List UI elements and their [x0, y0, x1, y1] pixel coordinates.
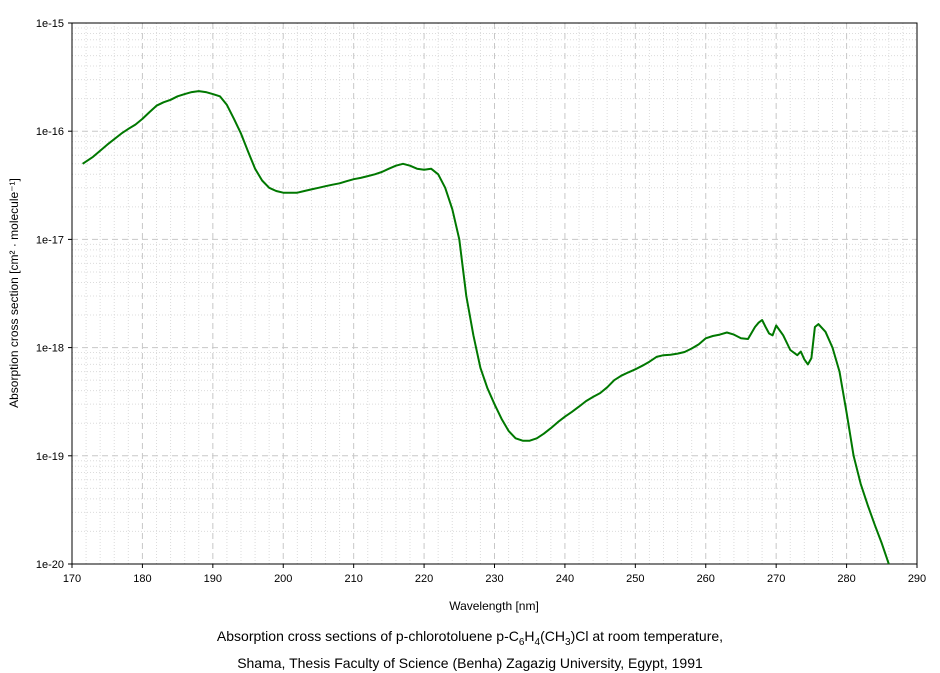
y-tick-label: 1e-20 [36, 559, 64, 571]
minor-grid [72, 23, 917, 564]
series-line [82, 90, 890, 564]
x-axis-ticks: 170 180 190 200 210 220 230 240 250 260 270 280 290 [63, 564, 926, 585]
x-tick-label: 170 [63, 573, 81, 585]
x-tick-label: 220 [415, 573, 433, 585]
chart-caption: Absorption cross sections of p-chlorotol… [0, 626, 940, 673]
x-tick-label: 270 [767, 573, 785, 585]
caption-line-2: Shama, Thesis Faculty of Science (Benha)… [237, 654, 703, 671]
x-tick-label: 260 [697, 573, 715, 585]
x-tick-label: 190 [204, 573, 222, 585]
x-tick-label: 280 [837, 573, 855, 585]
x-tick-label: 240 [556, 573, 574, 585]
x-tick-label: 200 [274, 573, 292, 585]
absorption-chart: 170 180 190 200 210 220 230 240 250 260 270 280 290 … [7, 18, 926, 613]
y-axis-title: Absorption cross section [cm² · molecule… [7, 178, 21, 408]
x-axis-title: Wavelength [nm] [449, 599, 539, 613]
y-tick-label: 1e-18 [36, 343, 64, 355]
caption-line-1: Absorption cross sections of p-chlorotol… [216, 628, 724, 648]
x-tick-label: 210 [344, 573, 362, 585]
y-tick-label: 1e-19 [36, 451, 64, 463]
x-tick-label: 180 [133, 573, 151, 585]
y-tick-label: 1e-17 [36, 234, 64, 246]
major-grid [72, 23, 917, 564]
y-tick-label: 1e-16 [36, 126, 64, 138]
x-tick-label: 250 [626, 573, 644, 585]
x-tick-label: 290 [908, 573, 926, 585]
y-axis-ticks: 1e-20 1e-19 1e-18 1e-17 1e-16 1e-15 [36, 18, 72, 571]
y-tick-label: 1e-15 [36, 18, 64, 30]
x-tick-label: 230 [485, 573, 503, 585]
